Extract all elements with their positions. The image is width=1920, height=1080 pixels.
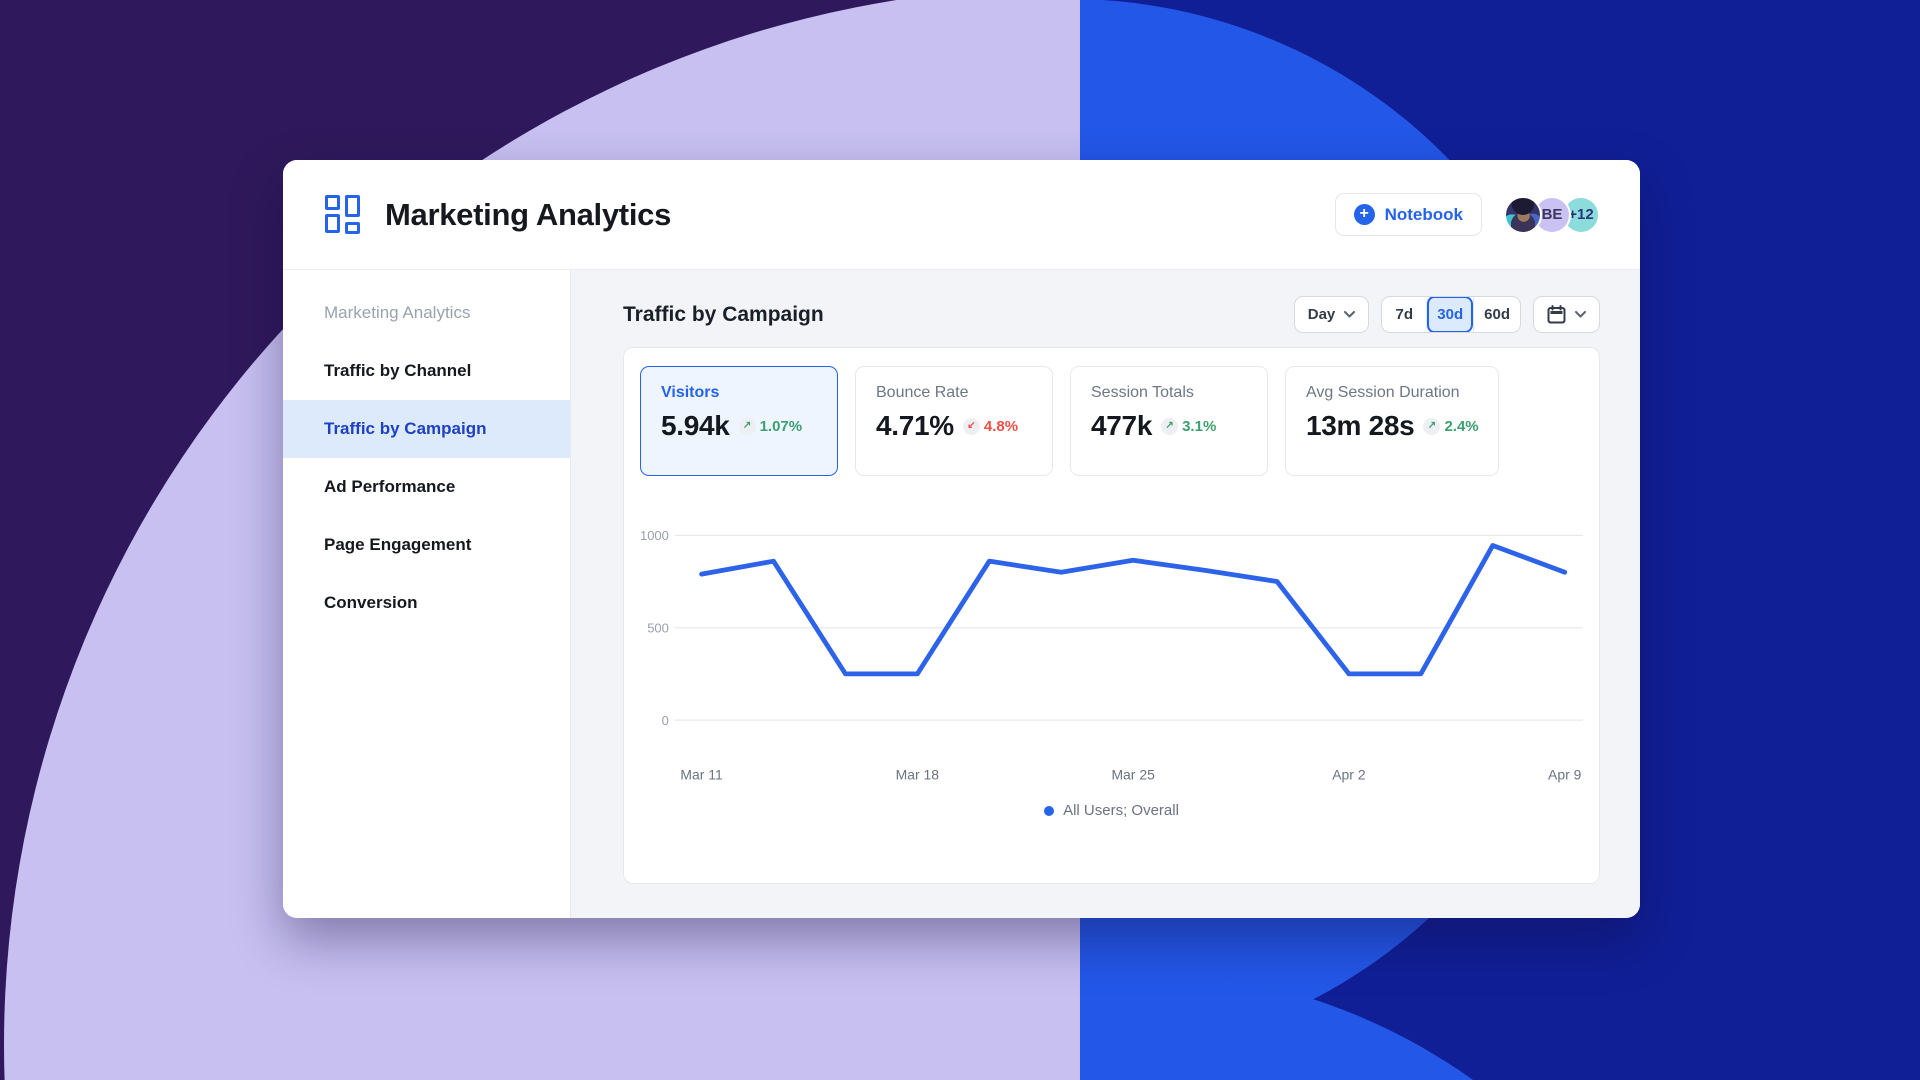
sidebar-item-ad-performance[interactable]: Ad Performance — [324, 477, 456, 496]
sidebar-item-page-engagement[interactable]: Page Engagement — [324, 535, 472, 554]
trend-up-icon: ↗ — [738, 417, 756, 435]
stat-value: 5.94k — [661, 410, 730, 441]
svg-text:Mar 11: Mar 11 — [680, 767, 723, 783]
trend-down-icon: ↙ — [962, 417, 980, 435]
traffic-chart-card: Visitors 5.94k ↗ 1.07% Bounce Rate — [623, 347, 1600, 884]
calendar-icon — [1547, 305, 1566, 324]
svg-text:500: 500 — [647, 621, 669, 636]
legend-series-label: All Users; Overall — [1063, 802, 1179, 820]
range-7d[interactable]: 7d — [1395, 306, 1414, 323]
stat-card-avg-session-duration[interactable]: Avg Session Duration 13m 28s ↗ 2.4% — [1285, 366, 1499, 476]
avatar-stack[interactable]: BE +12 — [1504, 195, 1600, 234]
chart-controls: Day 7d 30d 60d — [1293, 296, 1600, 333]
line-chart-area: 0 500 1000 Mar 11 Mar 18 Mar 25 Apr 2 Apr 9 — [640, 518, 1583, 792]
app-title: Marketing Analytics — [385, 196, 672, 232]
main-header-row: Traffic by Campaign Day 7d 30d 60d — [623, 296, 1600, 333]
svg-text:Apr 9: Apr 9 — [1548, 767, 1582, 783]
stat-value: 4.71% — [876, 410, 954, 441]
stat-card-bounce-rate[interactable]: Bounce Rate 4.71% ↙ 4.8% — [855, 366, 1053, 476]
plus-circle-icon: + — [1353, 204, 1375, 225]
app-header: Marketing Analytics + Notebook BE +12 — [283, 160, 1640, 270]
stat-label: Avg Session Duration — [1306, 384, 1460, 401]
avatar-photo[interactable] — [1504, 195, 1542, 234]
header-actions: + Notebook BE +12 — [1334, 193, 1600, 236]
sidebar-item-traffic-by-campaign[interactable]: Traffic by Campaign — [283, 400, 570, 458]
chart-legend: All Users; Overall — [640, 802, 1583, 819]
chevron-down-icon — [1575, 311, 1586, 318]
stat-card-session-totals[interactable]: Session Totals 477k ↗ 3.1% — [1070, 366, 1268, 476]
stat-delta-value: 1.07% — [759, 417, 803, 435]
stat-delta-value: 4.8% — [983, 417, 1019, 435]
analytics-app-window: Marketing Analytics + Notebook BE +12 Ma… — [283, 160, 1640, 918]
stat-label: Bounce Rate — [876, 384, 969, 401]
stat-delta: ↗ 2.4% — [1423, 417, 1479, 435]
notebook-button[interactable]: + Notebook — [1334, 193, 1482, 236]
stat-card-row: Visitors 5.94k ↗ 1.07% Bounce Rate — [640, 366, 1583, 476]
stat-delta: ↙ 4.8% — [962, 417, 1019, 435]
svg-text:Apr 2: Apr 2 — [1332, 767, 1366, 783]
page-title: Traffic by Campaign — [623, 302, 824, 326]
legend-series-dot — [1044, 805, 1055, 816]
sidebar-item-conversion[interactable]: Conversion — [324, 593, 418, 612]
traffic-line-chart: 0 500 1000 Mar 11 Mar 18 Mar 25 Apr 2 Apr 9 — [640, 528, 1583, 783]
blue-circle-shape-bottom — [1080, 970, 1720, 1080]
svg-text:1000: 1000 — [640, 528, 669, 543]
sidebar-item-traffic-by-channel[interactable]: Traffic by Channel — [324, 361, 472, 380]
svg-text:0: 0 — [662, 713, 669, 728]
trend-up-icon: ↗ — [1161, 417, 1179, 435]
sidebar-section-label: Marketing Analytics — [324, 303, 471, 322]
date-picker-button[interactable] — [1533, 296, 1600, 333]
app-body: Marketing Analytics Traffic by Channel T… — [283, 270, 1640, 918]
range-30d[interactable]: 30d — [1426, 297, 1474, 332]
granularity-dropdown[interactable]: Day — [1293, 296, 1370, 333]
granularity-label: Day — [1307, 306, 1336, 323]
stat-value: 13m 28s — [1306, 410, 1415, 441]
stat-delta-value: 2.4% — [1444, 417, 1479, 435]
stat-value: 477k — [1091, 410, 1153, 441]
stat-card-visitors[interactable]: Visitors 5.94k ↗ 1.07% — [640, 366, 838, 476]
stat-label: Session Totals — [1091, 384, 1194, 401]
svg-text:Mar 18: Mar 18 — [896, 767, 940, 783]
stat-delta: ↗ 3.1% — [1161, 417, 1217, 435]
stat-delta: ↗ 1.07% — [738, 417, 803, 435]
chevron-down-icon — [1344, 311, 1356, 318]
dashboard-logo-icon — [325, 194, 363, 235]
brand: Marketing Analytics — [325, 194, 672, 235]
main-panel: Traffic by Campaign Day 7d 30d 60d — [571, 270, 1640, 918]
stat-label: Visitors — [661, 384, 720, 401]
notebook-button-label: Notebook — [1384, 204, 1463, 224]
sidebar: Marketing Analytics Traffic by Channel T… — [283, 270, 571, 918]
range-segmented-control: 7d 30d 60d — [1381, 296, 1521, 333]
trend-up-icon: ↗ — [1423, 417, 1441, 435]
stat-delta-value: 3.1% — [1182, 417, 1217, 435]
range-60d[interactable]: 60d — [1473, 297, 1520, 332]
svg-text:Mar 25: Mar 25 — [1111, 767, 1155, 783]
